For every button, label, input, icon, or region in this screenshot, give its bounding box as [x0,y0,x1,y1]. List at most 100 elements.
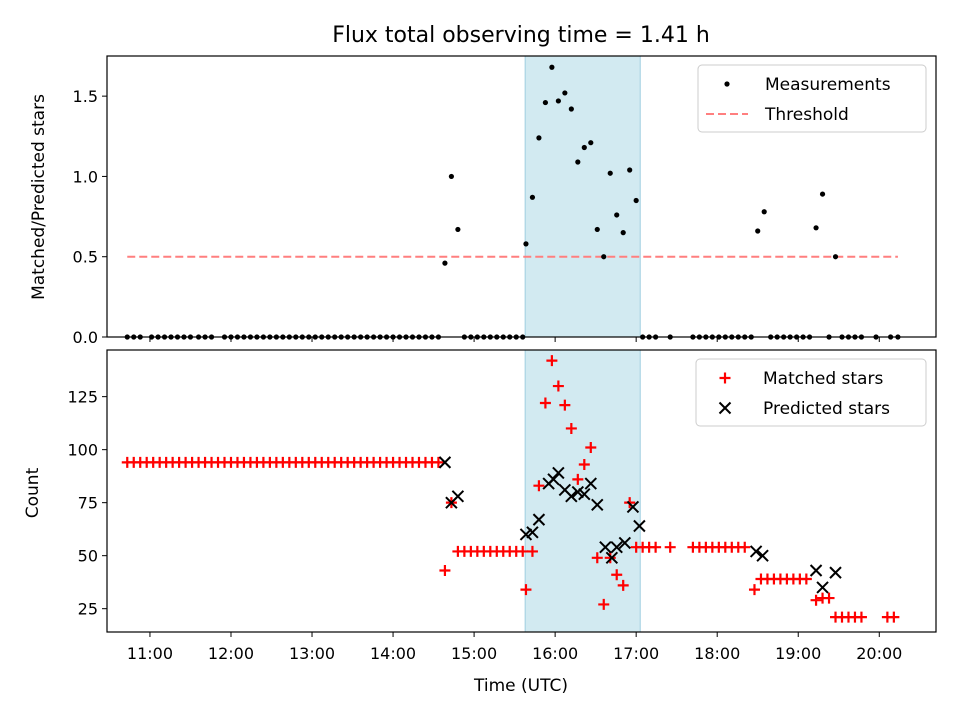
x-tick-label: 11:00 [127,644,173,663]
measurement-point [832,254,839,260]
y-tick-label: 1.5 [73,87,98,106]
y-tick-label: 125 [67,388,98,407]
top-panel: 0.0 0.5 1.0 1.5 Measurements Threshold [73,55,937,347]
bottom-panel: 25 50 75 100 125 11:00 12:00 13:00 14:00 15:00 16:… [67,349,937,663]
measurement-point [633,197,639,204]
measurement-point [536,135,542,141]
legend-label: Predicted stars [763,399,890,419]
y-tick-label: 25 [78,600,98,619]
matched-star-point [810,594,822,606]
predicted-star-point [599,540,612,554]
legend: Measurements Threshold [697,64,927,133]
matched-star-point [598,598,610,610]
legend-predicted-swatch [718,401,732,415]
matched-star-point [520,584,532,596]
measurement-point [448,173,455,180]
highlight-span [524,55,641,338]
predicted-star-point [618,536,632,550]
matched-star-point [800,573,812,585]
matched-star-point [539,397,551,409]
x-tick-label: 20:00 [856,644,902,663]
legend-label: Matched stars [763,369,883,389]
measurement-point [581,144,587,151]
y-tick-label: 0.5 [73,248,98,267]
predicted-star-point [626,500,640,514]
predicted-star-point [809,564,823,577]
matched-star-point [517,545,529,557]
y-tick-label: 50 [78,547,98,566]
predicted-star-point [605,551,619,564]
matched-star-point [533,480,545,492]
measurement-point [601,254,607,260]
measurement-point [575,159,581,165]
measurement-point [549,64,555,70]
predicted-star-point [451,490,465,503]
predicted-star-point [756,549,769,562]
axes-frame [106,349,937,633]
predicted-star-point [438,456,452,469]
x-tick-label: 16:00 [532,644,578,663]
predicted-star-point [526,526,539,539]
x-axis-label: Time (UTC) [473,676,568,696]
measurement-point [594,226,600,233]
measurement-point [627,167,633,173]
predicted-star-point [610,540,623,554]
measurement-point [455,226,461,233]
predicted-star-point [584,477,597,490]
y-tick-label: 0.0 [73,328,98,347]
predicted-star-point [547,473,560,486]
matched-star-point [526,545,538,557]
legend-box [697,64,927,133]
x-tick-label: 17:00 [613,644,659,663]
matched-star-point [617,579,629,591]
matched-star-point [559,399,571,411]
measurement-point [755,228,761,234]
x-tick-label: 15:00 [451,644,497,663]
axes-frame [106,55,937,338]
matched-star-point [650,541,662,553]
predicted-star-point [633,519,646,533]
legend-matched-swatch [719,372,731,384]
matched-star-point [578,458,590,470]
predicted-star-point [552,466,565,480]
legend-measurement-swatch [724,81,730,87]
x-tick-label: 14:00 [370,644,416,663]
x-tick-label: 19:00 [775,644,821,663]
measurement-point [588,140,594,146]
legend-box [695,358,927,427]
chart-title: Flux total observing time = 1.41 h [332,23,710,48]
matched-star-point [572,473,584,485]
top-y-axis-label: Matched/Predicted stars [29,94,49,300]
x-tick-label: 12:00 [208,644,254,663]
measurement-point [614,212,620,218]
x-tick-label: 18:00 [694,644,740,663]
predicted-star-point [591,498,604,511]
measurement-point [761,209,767,215]
matched-star-point [439,565,451,577]
measurement-point [542,99,549,106]
measurement-point [620,230,626,236]
legend-label: Threshold [764,105,849,125]
predicted-star-point [829,566,842,579]
measurement-point [555,98,561,104]
matched-star-point [585,442,597,454]
measurement-point [562,90,568,96]
x-tick-label: 13:00 [289,644,335,663]
predicted-star-point [565,490,578,503]
measurement-point [819,191,826,197]
matched-star-point [855,611,867,623]
bottom-y-axis-label: Count [23,467,43,518]
matched-star-point [591,552,603,564]
matched-star-point [432,456,444,468]
y-tick-label: 100 [67,441,98,460]
measurement-point [607,170,613,176]
matched-star-point [664,541,676,553]
matched-star-point [611,569,623,581]
measurement-point [568,106,574,112]
measurement-point [813,225,819,231]
matched-star-point [823,592,835,604]
matched-star-point [739,541,751,553]
predicted-star-point [532,513,546,526]
matched-star-point [604,552,616,564]
